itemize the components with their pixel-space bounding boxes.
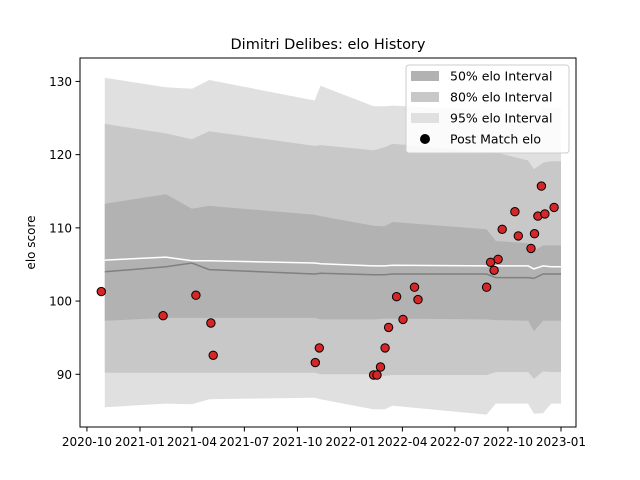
post-match-point	[409, 282, 420, 292]
post-match-point	[510, 207, 520, 217]
post-match-point	[497, 224, 507, 235]
y-axis-title: elo score	[24, 215, 38, 269]
y-tick-label: 130	[49, 75, 72, 89]
post-match-point	[191, 290, 201, 300]
legend-label: 50% elo Interval	[450, 69, 552, 84]
post-match-point	[206, 318, 216, 328]
post-match-point	[208, 350, 218, 360]
x-tick-label: 2023-01	[536, 435, 586, 449]
legend-label: 95% elo Interval	[450, 111, 552, 126]
post-match-point	[493, 254, 503, 264]
legend-label: Post Match elo	[450, 132, 541, 147]
post-match-point	[526, 243, 536, 254]
x-tick-label: 2021-04	[167, 435, 217, 449]
post-match-point	[310, 357, 320, 368]
post-match-point	[314, 343, 324, 353]
post-match-point	[481, 282, 492, 292]
post-match-point	[375, 362, 386, 372]
post-match-point	[398, 314, 408, 325]
x-tick-label: 2022-01	[325, 435, 375, 449]
post-match-point	[513, 231, 523, 241]
y-tick-label: 100	[49, 295, 72, 309]
mean-line	[104, 256, 561, 270]
post-match-point	[489, 265, 499, 275]
post-match-point	[383, 322, 394, 333]
post-match-point	[536, 181, 547, 191]
x-tick-label: 2022-04	[377, 435, 427, 449]
x-tick-label: 2020-10	[62, 435, 112, 449]
x-axis: 2020-10 2021-01 2021-04 2021-07 2021-10 2022-…	[62, 427, 586, 449]
legend: 50% elo Interval 80% elo Interval 95% elo …	[405, 64, 570, 154]
post-match-point	[413, 294, 423, 305]
x-tick-label: 2021-07	[219, 435, 269, 449]
post-match-point	[96, 286, 107, 297]
legend-box	[405, 64, 570, 154]
plot-frame	[79, 57, 577, 428]
post-match-point	[380, 343, 390, 353]
x-tick-label: 2021-10	[272, 435, 322, 449]
legend-swatch-band95	[411, 113, 439, 123]
post-match-point	[529, 229, 540, 239]
median-line	[104, 262, 561, 280]
post-match-point	[549, 202, 559, 213]
post-match-point	[540, 209, 550, 219]
legend-swatch-band50	[411, 71, 439, 81]
y-tick-label: 90	[57, 368, 72, 382]
post-match-point	[372, 370, 382, 380]
trend-lines	[104, 256, 561, 280]
post-match-point	[391, 292, 402, 302]
legend-swatch-band80	[411, 92, 439, 102]
legend-label: 80% elo Interval	[450, 90, 552, 105]
post-match-point	[158, 311, 168, 321]
y-axis: 90 100 110 120 130	[49, 75, 80, 382]
x-tick-label: 2021-01	[115, 435, 165, 449]
post-match-points	[96, 181, 559, 380]
x-tick-label: 2022-10	[483, 435, 533, 449]
y-tick-label: 110	[49, 221, 72, 235]
interval-bands	[104, 77, 562, 415]
band-50-interval	[104, 194, 562, 332]
x-tick-label: 2022-07	[430, 435, 480, 449]
chart-title: Dimitri Delibes: elo History	[231, 37, 426, 53]
legend-swatch-marker	[420, 134, 430, 144]
y-tick-label: 120	[49, 148, 72, 162]
